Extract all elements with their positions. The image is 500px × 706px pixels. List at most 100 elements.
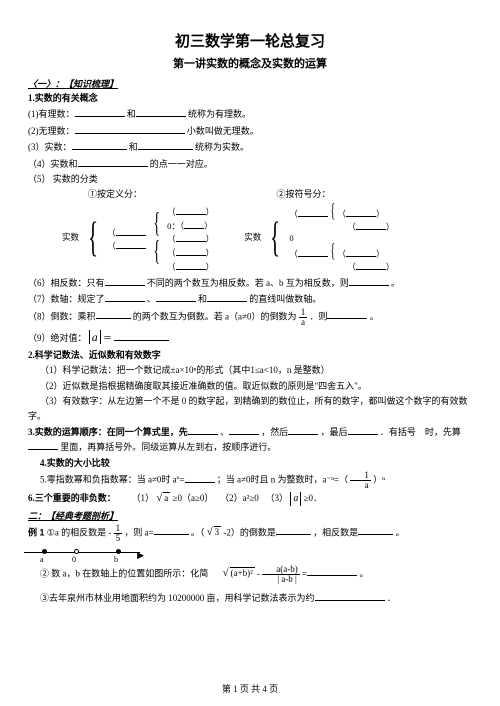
example-1-line1: 例 1 ①a 的相反数是 - 15 ，则 a= 。（ 3 -2）的倒数是 ，相反…: [28, 524, 472, 561]
item-7: （7）数轴：规定了 、 和 的直线叫做数轴。: [28, 291, 472, 306]
brace-icon: {: [153, 238, 160, 266]
p4: 4.实数的大小比较: [28, 456, 472, 470]
i8b: 的两个数互为倒数。若 a（a≠0）的倒数为: [133, 311, 297, 321]
i6c: 。: [391, 278, 400, 288]
sqrt-3: 3: [207, 525, 222, 539]
eq: ＝: [103, 333, 112, 343]
p5c: ）ⁿ: [373, 475, 385, 485]
blank: [105, 275, 145, 286]
lbl-b: b: [114, 554, 118, 567]
p3f: 时，先算: [425, 427, 461, 437]
brace-icon: {: [153, 210, 160, 238]
blank: [105, 291, 145, 302]
p6: 6.三个重要的非负数：: [28, 493, 116, 503]
nn3a: （3）: [266, 493, 289, 503]
e3a: ③去年泉州市林业用地面积约为 10200000 亩，用科学记数法表示为约: [40, 593, 315, 603]
section-2-heading: 二：【经典考题剖析】: [28, 509, 472, 523]
i1-text: (1)有理数：: [28, 109, 75, 119]
e2c: 。: [359, 568, 368, 578]
p1: 1.实数的有关概念: [28, 91, 472, 105]
example-1-line2: ② 数 a，b 在数轴上的位置如图所示：化简 (a+b)² - a(a-b)| …: [28, 565, 472, 584]
i6a: （6）相反数：只有: [28, 278, 105, 288]
item-9: （9）绝对值： a ＝: [28, 330, 472, 345]
blank: [207, 291, 247, 302]
title-sub: 第一讲实数的概念及实数的运算: [28, 56, 472, 74]
i3b: 统称为实数。: [195, 142, 249, 152]
i8a: （8）倒数：乘积: [28, 311, 96, 321]
p3d: ，最后: [321, 427, 348, 437]
fraction-1-over-a-2: 1a: [350, 471, 371, 490]
nn3b: ≥0．: [304, 493, 322, 503]
e3b: ．: [387, 593, 396, 603]
blank: [75, 123, 185, 134]
e1e: ，相反数是: [313, 527, 358, 537]
p5b: ；当 a≠0时且 n 为整数时，a⁻ⁿ=（: [217, 475, 348, 485]
lbl-a: a: [40, 554, 44, 567]
s23: （3）有效数字：从左边第一个不是 0 的数字起，到精确到的数位止，所有的数字，都…: [28, 394, 472, 423]
e1a: ①a 的相反数是 -: [47, 527, 112, 537]
i1a: 和: [127, 109, 136, 119]
i7c: 和: [198, 294, 207, 304]
p3e: ．有括号: [380, 427, 416, 437]
i2a: 小数叫做无理数。: [187, 126, 259, 136]
i4: （4）实数和: [28, 159, 78, 169]
blank: [327, 308, 367, 319]
minus: -: [257, 568, 260, 578]
cls-lbl-1: 实数: [62, 231, 79, 245]
number-line: ▶ a 0 b: [24, 543, 144, 561]
e1f: 。: [395, 527, 404, 537]
p3b: 、: [220, 427, 229, 437]
e1d: -2）的倒数是: [223, 527, 276, 537]
p3c: ，然后: [261, 427, 288, 437]
p5: 5.零指数幂和负指数幂：当 a≠0时 aº= ；当 a≠0时且 n 为整数时，a…: [28, 471, 472, 490]
blank: [138, 139, 193, 150]
item-4: （4）实数和 的点一一对应。: [28, 156, 472, 171]
arrow-icon: ▶: [137, 548, 144, 562]
nn1a: （1）: [132, 493, 155, 503]
blank: [96, 308, 131, 319]
blank: [156, 291, 196, 302]
brace-icon: {: [88, 217, 98, 259]
ex1-label: 例 1: [28, 527, 45, 537]
branch-1b: { {: [150, 210, 163, 266]
brace-icon: {: [270, 217, 280, 259]
cls-lbl-2: 实数: [244, 231, 261, 245]
branch-2: （{（） （） 0 （{（） （）: [289, 204, 394, 273]
fraction-1-over-a: 1a: [299, 308, 308, 327]
sqrt-a: a: [156, 491, 170, 505]
nn2: （2）a²≥0: [220, 493, 259, 503]
fraction-big: a(a-b)| a-b |: [262, 565, 299, 584]
item-2: (2)无理数： 小数叫做无理数。: [28, 123, 472, 138]
item-6: （6）相反数：只有 不同的两个数互为相反数。若 a、b 互为相反数，则 。: [28, 275, 472, 290]
i4a: 的点一一对应。: [150, 159, 213, 169]
page: 初三数学第一轮总复习 第一讲实数的概念及实数的运算 〈一〉：【知识梳理】 1.实…: [0, 0, 500, 706]
p2: 2.科学记数法、近似数和有效数字: [28, 348, 472, 362]
item-5: （5） 实数的分类: [28, 172, 472, 186]
i3a: 和: [129, 142, 138, 152]
blank: [78, 156, 148, 167]
i9: （9）绝对值：: [28, 333, 87, 343]
title-main: 初三数学第一轮总复习: [28, 30, 472, 54]
lbl-0: 0: [72, 554, 76, 567]
i1b: 统称为有理数。: [188, 109, 251, 119]
p3g: 里面，再算括号外。同级运算从左到右，按顺序进行。: [60, 442, 276, 452]
abs-a: a: [89, 330, 101, 344]
i2: (2)无理数：: [28, 126, 75, 136]
classify-a: ①按定义分：: [88, 189, 142, 199]
i8d: 。: [370, 311, 379, 321]
fraction-1-5: 15: [114, 524, 123, 543]
blank: [114, 330, 169, 341]
classify-block: 实数 { （ （ { { （） 0：（） （） （） （） 实数 { （{（） …: [62, 204, 472, 273]
s21: （1）科学记数法：把一个数记成±a×10ⁿ的形式（其中1≤a<10，n 是整数）: [28, 363, 472, 377]
item-3: (3）实数： 和 统称为实数。: [28, 139, 472, 154]
page-footer: 第 1 页 共 4 页: [0, 682, 500, 696]
classify-labels: ①按定义分： ②按符号分：: [88, 187, 472, 201]
e1b: ，则 a=: [124, 527, 153, 537]
blank: [349, 275, 389, 286]
nn1b: ≥0（a≥0）: [173, 493, 214, 503]
classify-b: ②按符号分：: [277, 189, 331, 199]
branch-1c: （） 0：（） （） （） （）: [167, 204, 214, 272]
e1c: 。（: [191, 527, 205, 537]
p3a: 3.实数的运算顺序：在同一个算式里，先: [28, 427, 188, 437]
i3: (3）实数：: [28, 142, 72, 152]
